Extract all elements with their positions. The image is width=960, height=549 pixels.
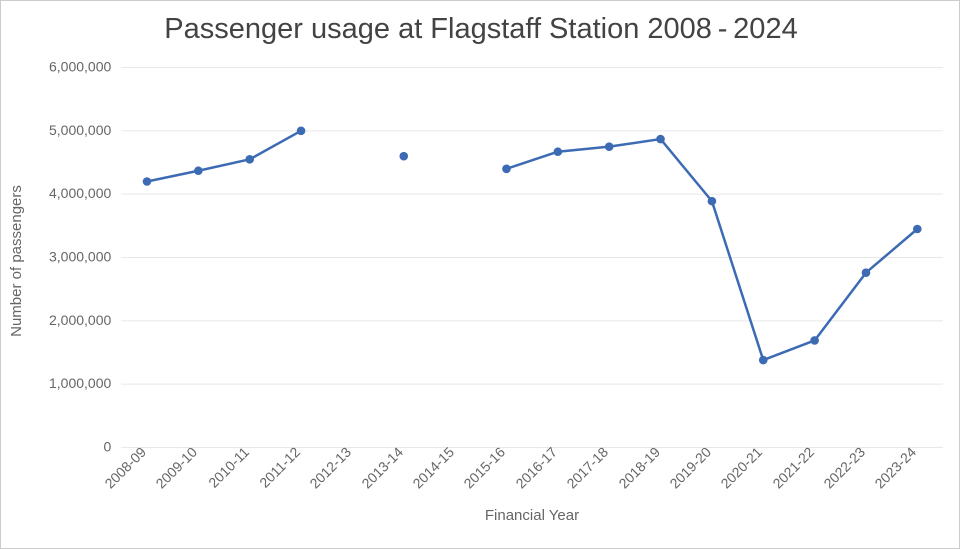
svg-text:4,000,000: 4,000,000 — [49, 185, 111, 201]
svg-text:2017-18: 2017-18 — [563, 444, 611, 492]
svg-text:Number of passengers: Number of passengers — [8, 185, 25, 337]
svg-text:2019-20: 2019-20 — [666, 444, 714, 492]
svg-text:2012-13: 2012-13 — [306, 444, 354, 492]
svg-text:5,000,000: 5,000,000 — [49, 122, 111, 138]
svg-text:3,000,000: 3,000,000 — [49, 249, 111, 265]
svg-text:2011-12: 2011-12 — [256, 444, 303, 491]
svg-text:2010-11: 2010-11 — [205, 444, 252, 491]
svg-text:2016-17: 2016-17 — [512, 444, 560, 492]
svg-text:2014-15: 2014-15 — [409, 444, 457, 492]
svg-text:6,000,000: 6,000,000 — [49, 59, 111, 75]
svg-text:Financial Year: Financial Year — [485, 507, 579, 524]
svg-text:1,000,000: 1,000,000 — [49, 375, 111, 391]
svg-text:2021-22: 2021-22 — [769, 444, 817, 492]
svg-text:2015-16: 2015-16 — [460, 444, 508, 492]
svg-text:0: 0 — [104, 439, 112, 455]
svg-text:2023-24: 2023-24 — [871, 444, 919, 492]
svg-text:2020-21: 2020-21 — [717, 444, 765, 492]
svg-text:2018-19: 2018-19 — [615, 444, 663, 492]
svg-text:2009-10: 2009-10 — [152, 444, 200, 492]
svg-text:2013-14: 2013-14 — [358, 444, 406, 492]
svg-text:2,000,000: 2,000,000 — [49, 312, 111, 328]
svg-text:2022-23: 2022-23 — [820, 444, 868, 492]
